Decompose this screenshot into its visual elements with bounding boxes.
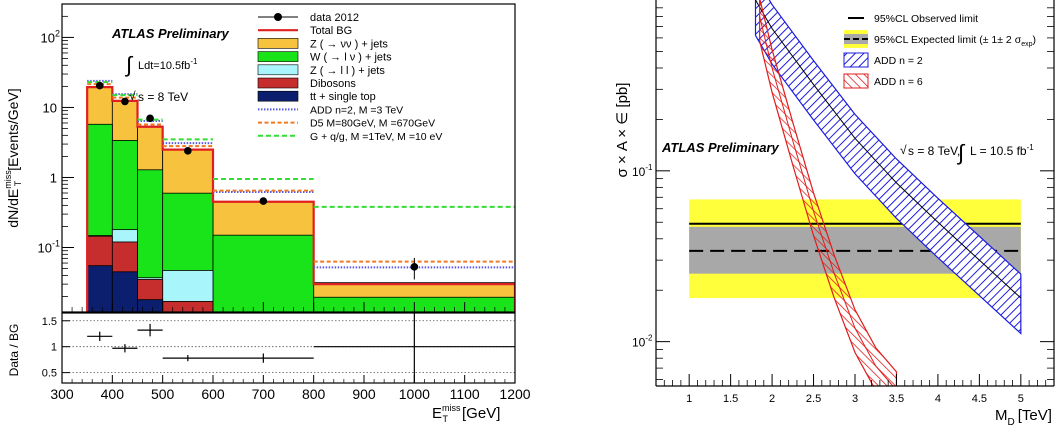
data-point-1 — [121, 97, 129, 106]
met-distribution-chart: 102 10 1 10-1 300 400 500 600 700 800 900 1000 1100 1… — [3, 3, 530, 424]
legend-swatch-top — [257, 90, 299, 102]
right-y-tick-label-0: 10-1 — [632, 163, 653, 179]
legend-swatch-znunu — [257, 38, 299, 49]
right-x-tick-label-0: 1 — [686, 393, 692, 405]
curve-line-1 — [759, 16, 894, 386]
x-axis-title: Emiss T [GeV] — [432, 403, 500, 424]
y-tick-label-0: 102 — [41, 28, 60, 45]
legend-label-wlnu: W ( → l ν ) + jets — [310, 52, 392, 64]
legend-signal-label-1: D5 M=80GeV, M =670GeV — [310, 118, 435, 130]
right-x-tick-label-1: 1.5 — [723, 393, 738, 405]
legend-data-marker — [274, 13, 282, 21]
y-axis-title-text: dN/dEmissT[Events/GeV] — [3, 88, 23, 227]
right-x-tick-label-2: 2 — [769, 393, 775, 405]
ratio-plot-frame — [61, 312, 516, 384]
main-plot-frame — [61, 3, 516, 313]
legend-data-label: data 2012 — [310, 12, 359, 24]
data-point-2 — [146, 114, 154, 123]
x-tick-label-6: 900 — [352, 386, 376, 402]
ratio-y-axis-title: Data / BG — [7, 324, 21, 377]
x-tick-label-2: 500 — [151, 386, 175, 402]
legend-curve-label-0: ADD n = 2 — [874, 55, 923, 67]
legend-swatch-wlnu — [257, 51, 299, 62]
y-tick-label-1: 10 — [43, 100, 57, 115]
right-x-axis-title: MD [TeV] — [995, 407, 1052, 428]
legend-total-bg-label: Total BG — [310, 25, 352, 37]
right-y-axis-title-text: σ × A × ∈ [pb] — [614, 83, 631, 178]
legend-curve-swatch-0 — [843, 52, 869, 68]
ratio-y-tick-label-0: 1.5 — [42, 316, 57, 328]
right-x-tick-label-3: 2.5 — [806, 393, 821, 405]
legend-label-dibosons: Dibosons — [310, 78, 356, 90]
x-tick-label-8: 1100 — [450, 386, 480, 402]
legend-signal-label-2: G + q/g, M =1TeV, M =10 eV — [310, 131, 442, 143]
ratio-y-tick-label-1: 1 — [51, 342, 57, 354]
right-x-tick-label-7: 4.5 — [972, 393, 987, 405]
right-x-tick-label-8: 5 — [1018, 393, 1024, 405]
right-x-tick-label-6: 4 — [935, 393, 941, 405]
atlas-label-right: ATLAS Preliminary — [661, 140, 780, 155]
curve-band-0 — [754, 0, 1022, 335]
integral-sign: ∫ — [124, 52, 134, 77]
legend-swatch-zll — [257, 64, 299, 76]
atlas-label: ATLAS Preliminary — [111, 26, 230, 41]
legend-expected-label: 95%CL Expected limit (± 1± 2 σexp) — [874, 34, 1036, 48]
sqrt-sign: √ — [129, 89, 136, 103]
x-tick-label-4: 700 — [252, 386, 276, 402]
lumi-annotation: L = 10.5 fb-1 — [970, 143, 1034, 158]
data-point-0 — [95, 81, 104, 90]
energy-label: s = 8 TeV — [138, 90, 188, 104]
x-tick-label-5: 800 — [302, 386, 326, 402]
legend-swatch-dibosons — [257, 77, 299, 89]
y-tick-label-2: 1 — [50, 170, 57, 185]
legend-curve-label-1: ADD n = 6 — [874, 76, 923, 88]
curve-line-0 — [755, 0, 1022, 299]
data-point-3 — [184, 147, 192, 155]
lumi-label: Ldt=10.5fb-1 — [138, 57, 198, 72]
x-tick-label-9: 1200 — [499, 386, 530, 402]
legend-label-top: tt + single top — [310, 91, 376, 103]
curve-band-1 — [759, 0, 898, 386]
integral-sign-right: ∫ — [956, 140, 966, 165]
legend-observed-label: 95%CL Observed limit — [874, 13, 978, 25]
x-tick-label-3: 600 — [201, 386, 225, 402]
x-tick-label-0: 300 — [50, 386, 74, 402]
ratio-y-axis-title-text: Data / BG — [7, 324, 21, 377]
legend-label-zll: Z ( → l l ) + jets — [310, 65, 385, 77]
ratio-y-tick-label-2: 0.5 — [42, 368, 57, 380]
right-x-tick-label-4: 3 — [852, 393, 858, 405]
stack-bar-top-1 — [111, 271, 138, 312]
legend-signal-label-0: ADD n=2, M =3 TeV — [310, 104, 403, 116]
x-tick-label-7: 1000 — [399, 386, 430, 402]
energy-annotation: s = 8 TeV, — [908, 144, 960, 158]
data-point-4 — [259, 197, 268, 205]
data-point-5 — [410, 263, 419, 271]
right-y-axis-title: σ × A × ∈ [pb] — [614, 83, 631, 178]
sqrt-sign-right: √ — [900, 143, 907, 157]
total-bg-line — [86, 86, 515, 312]
y-axis-title: dN/dEmissT[Events/GeV] — [3, 88, 23, 227]
legend-label-znunu: Z ( → νν ) + jets — [310, 38, 388, 50]
x-tick-label-1: 400 — [101, 386, 125, 402]
right-y-tick-label-1: 10-2 — [632, 334, 653, 350]
right-x-tick-label-5: 3.5 — [889, 393, 904, 405]
y-tick-label-3: 10-1 — [38, 239, 60, 256]
legend-curve-swatch-1 — [843, 73, 869, 89]
